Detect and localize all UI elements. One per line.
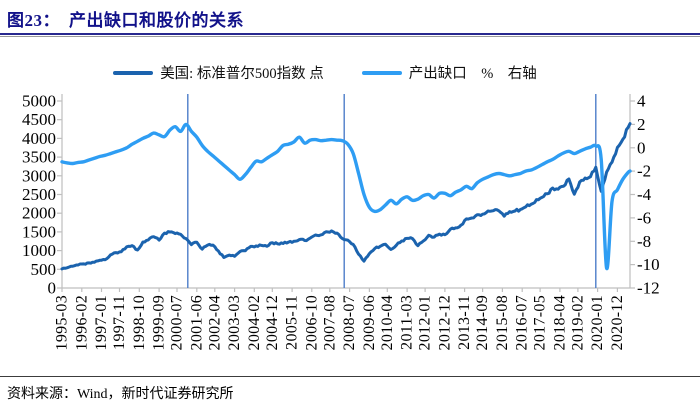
legend-line-swatch-output-gap xyxy=(361,70,402,75)
event-marker-lines xyxy=(187,94,597,288)
figure-title: 图23： 产出缺口和股价的关系 xyxy=(7,11,244,30)
y-axis-left-label: 3500 xyxy=(22,148,56,167)
y-axis-right-label: -10 xyxy=(637,255,660,274)
x-axis-label: 2018-04 xyxy=(551,295,568,350)
x-axis-label: 2019-02 xyxy=(569,295,586,350)
source-divider xyxy=(0,376,700,377)
chart-legend: 美国: 标准普尔500指数 点 产出缺口 % 右轴 xyxy=(0,62,650,83)
x-axis-label: 1997-01 xyxy=(93,295,110,350)
x-axis-label: 2003-03 xyxy=(226,295,243,350)
x-axis-label: 2020-12 xyxy=(609,295,626,350)
x-axis-label: 1996-02 xyxy=(73,295,90,350)
y-axis-left-label: 0 xyxy=(48,279,57,298)
x-axis-label: 2017-05 xyxy=(532,295,549,350)
y-axis-right-label: -12 xyxy=(637,279,660,298)
x-axis-label: 2002-04 xyxy=(206,295,223,350)
y-axis-left-label: 4500 xyxy=(22,110,56,129)
y-axis-right-label: 4 xyxy=(637,92,646,111)
x-axis-label: 2016-07 xyxy=(514,295,531,350)
y-axis-left-label: 5000 xyxy=(22,92,56,111)
x-axis-label: 2010-04 xyxy=(379,295,396,350)
legend-item-output-gap: 产出缺口 % 右轴 xyxy=(361,62,537,83)
legend-line-swatch-sp500 xyxy=(113,70,154,75)
x-axis-labels: 1995-03 1996-02 1997-01 1997-11 1998-10 1999-… xyxy=(54,295,626,350)
x-axis-label: 2011-03 xyxy=(399,295,416,350)
y-axis-left-label: 1000 xyxy=(22,241,56,260)
x-axis-label: 2015-08 xyxy=(494,295,511,350)
legend-label-sp500: 美国: 标准普尔500指数 点 xyxy=(160,66,324,82)
x-axis-label: 2008-07 xyxy=(341,295,358,350)
y-axis-right-label: -2 xyxy=(637,162,651,181)
x-axis-label: 2007-08 xyxy=(321,295,338,350)
output-gap-line xyxy=(60,122,632,270)
y-axis-left-label: 2000 xyxy=(22,204,56,223)
x-axis-label: 2000-07 xyxy=(169,295,186,350)
legend-item-sp500: 美国: 标准普尔500指数 点 xyxy=(113,62,324,83)
x-axis-label: 2004-12 xyxy=(264,295,281,350)
legend-label-output-gap: 产出缺口 % 右轴 xyxy=(408,66,537,82)
x-axis-label: 2020-01 xyxy=(589,295,606,350)
x-axis-label: 1999-09 xyxy=(151,295,168,350)
x-axis-label: 2012-12 xyxy=(436,295,453,350)
x-axis-label: 1997-11 xyxy=(111,295,128,350)
y-axis-left-label: 3000 xyxy=(22,166,56,185)
x-axis-label: 2001-06 xyxy=(188,295,205,350)
y-axis-right-label: -8 xyxy=(637,232,651,251)
x-axis-label: 1995-03 xyxy=(54,295,71,350)
x-axis-label: 2009-06 xyxy=(361,295,378,350)
source-note: 资料来源：Wind，新时代证券研究所 xyxy=(7,387,234,402)
x-axis-label: 2005-11 xyxy=(284,295,301,350)
y-axis-left-label: 4000 xyxy=(22,129,56,148)
y-axis-right-label: -4 xyxy=(637,185,652,204)
y-axis-left-label: 1500 xyxy=(22,222,56,241)
y-axis-right-labels: -12 -10 -8 -6 -4 -2 0 2 4 xyxy=(637,92,660,298)
sp500-line xyxy=(60,122,632,271)
y-axis-right-label: -6 xyxy=(637,208,651,227)
y-axis-left-label: 2500 xyxy=(22,185,56,204)
y-axis-right-label: 0 xyxy=(637,138,646,157)
x-axis-label: 2006-10 xyxy=(303,295,320,350)
x-axis-label: 1998-10 xyxy=(131,295,148,350)
x-axis-label: 2004-02 xyxy=(246,295,263,350)
x-axis-label: 2012-01 xyxy=(417,295,434,350)
x-axis-label: 2013-11 xyxy=(456,295,473,350)
title-divider xyxy=(0,33,700,37)
x-axis-label: 2014-09 xyxy=(474,295,491,350)
y-axis-left-label: 500 xyxy=(31,260,57,279)
y-axis-right-label: 2 xyxy=(637,115,646,134)
